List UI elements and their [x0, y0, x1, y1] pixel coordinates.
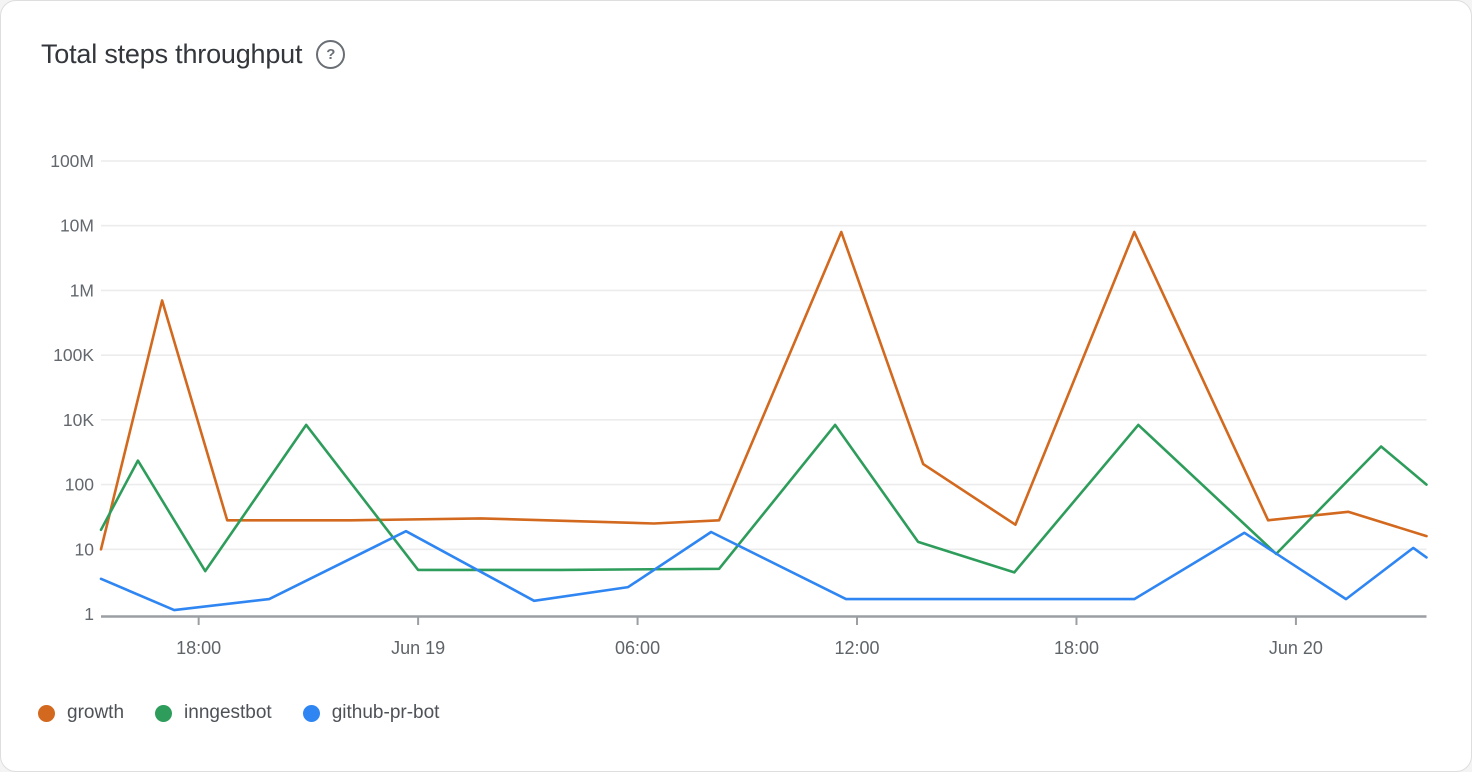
chart-plot-area[interactable]: 1 10 100 10K 100K 1M 10M 100M 18:00 Jun 19 06:00 12…: [1, 1, 1472, 676]
y-axis-label: 1: [84, 604, 94, 624]
x-axis-label: 18:00: [176, 638, 221, 658]
line-chart[interactable]: 1 10 100 10K 100K 1M 10M 100M 18:00 Jun 19 06:00 12…: [1, 1, 1472, 676]
inngestbot-color-dot-icon: [155, 704, 173, 722]
help-icon[interactable]: ?: [316, 40, 346, 69]
y-axis-label: 10M: [60, 216, 94, 236]
legend-item-inngestbot: inngestbot: [155, 702, 272, 724]
legend-label-inngestbot: inngestbot: [184, 702, 272, 723]
series-line-growth[interactable]: [99, 230, 1428, 551]
legend-item-github-pr-bot: github-pr-bot: [302, 702, 440, 724]
page-title: Total steps throughput: [41, 39, 303, 69]
legend-label-github-pr-bot: github-pr-bot: [331, 702, 440, 723]
legend-item-growth: growth: [38, 702, 124, 724]
growth-color-dot-icon: [38, 704, 55, 722]
y-axis-label: 10: [75, 539, 95, 559]
x-axis-label: Jun 20: [1269, 638, 1323, 658]
x-axis-label: 06:00: [615, 638, 660, 658]
y-axis-label: 100M: [50, 151, 94, 171]
github-pr-bot-color-dot-icon: [302, 704, 320, 722]
series-line-inngestbot[interactable]: [99, 423, 1428, 574]
y-axis-label: 100K: [53, 345, 94, 365]
y-axis-label: 100: [65, 475, 94, 495]
x-axis-label: 18:00: [1054, 638, 1099, 658]
y-axis-label: 1M: [70, 280, 94, 300]
card-header: Total steps throughput ?: [41, 39, 346, 70]
x-axis-label: 12:00: [834, 638, 879, 658]
y-axis-label: 10K: [63, 410, 94, 430]
series-line-github-pr-bot[interactable]: [99, 529, 1428, 612]
legend-label-growth: growth: [67, 702, 125, 723]
chart-legend: growth inngestbot github-pr-bot: [38, 702, 439, 724]
x-axis-label: Jun 19: [391, 638, 445, 658]
